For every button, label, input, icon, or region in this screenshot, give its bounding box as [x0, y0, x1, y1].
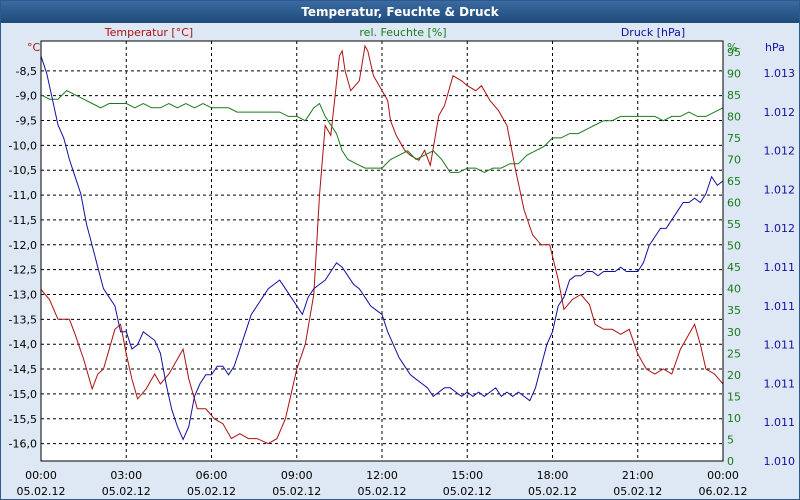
x-tick-time: 09:00	[281, 469, 313, 482]
x-tick-time: 03:00	[110, 469, 142, 482]
chart-svg: 00:00 05.02.12 03:00 05.02.12 06:00 05.02.12 0…	[9, 26, 795, 498]
x-tick-date: 05.02.12	[102, 485, 151, 498]
hum-tick-label: 25	[727, 347, 741, 360]
press-tick-label: 1.013	[764, 67, 796, 80]
temp-tick-label: -8,5	[16, 65, 37, 78]
plot-border	[40, 40, 724, 462]
x-tick-time: 06:00	[196, 469, 228, 482]
press-tick-label: 1.011	[764, 300, 796, 313]
axis-labels: 00:00 05.02.12 03:00 05.02.12 06:00 05.02.12 0…	[9, 26, 795, 498]
window-title: Temperatur, Feuchte & Druck	[1, 1, 799, 23]
hum-tick-label: 65	[727, 175, 741, 188]
press-tick-label: 1.012	[764, 222, 796, 235]
hum-tick-label: 10	[727, 412, 741, 425]
legend-press: Druck [hPa]	[621, 26, 685, 39]
x-tick-date: 05.02.12	[613, 485, 662, 498]
grid	[41, 41, 723, 461]
x-tick-time: 21:00	[622, 469, 654, 482]
x-tick-time: 00:00	[707, 469, 739, 482]
hum-tick-label: 15	[727, 390, 741, 403]
x-tick-date: 05.02.12	[443, 485, 492, 498]
temp-tick-label: -9,5	[16, 115, 37, 128]
x-tick-date: 05.02.12	[528, 485, 577, 498]
hum-tick-label: 75	[727, 132, 741, 145]
press-tick-label: 1.011	[764, 416, 796, 429]
temp-tick-label: -15,0	[9, 388, 37, 401]
press-tick-label: 1.012	[764, 145, 796, 158]
temp-tick-label: -12,0	[9, 239, 37, 252]
hum-unit-label: %	[727, 41, 737, 54]
temp-tick-label: -9,0	[16, 90, 37, 103]
temp-tick-label: -15,5	[9, 413, 37, 426]
legend-temp: Temperatur [°C]	[104, 26, 193, 39]
x-tick-date: 05.02.12	[272, 485, 321, 498]
hum-tick-label: 85	[727, 89, 741, 102]
temp-tick-label: -11,5	[9, 214, 37, 227]
hum-tick-label: 45	[727, 261, 741, 274]
hum-tick-label: 90	[727, 67, 741, 80]
hum-tick-label: 35	[727, 304, 741, 317]
x-tick-date: 05.02.12	[17, 485, 66, 498]
temp-tick-label: -13,0	[9, 288, 37, 301]
hum-tick-label: 30	[727, 326, 741, 339]
press-tick-label: 1.011	[764, 377, 796, 390]
x-tick-time: 12:00	[366, 469, 398, 482]
temp-tick-label: -10,5	[9, 164, 37, 177]
hum-tick-label: 55	[727, 218, 741, 231]
hum-tick-label: 60	[727, 197, 741, 210]
hum-tick-label: 20	[727, 369, 741, 382]
series-line-temp	[40, 44, 724, 445]
hum-tick-label: 50	[727, 240, 741, 253]
hum-tick-label: 70	[727, 153, 741, 166]
press-tick-label: 1.010	[764, 455, 796, 468]
temp-tick-label: -14,5	[9, 363, 37, 376]
hum-tick-label: 0	[727, 455, 734, 468]
legend-hum: rel. Feuchte [%]	[359, 26, 446, 39]
x-tick-time: 00:00	[25, 469, 57, 482]
series-line-hum	[40, 89, 724, 173]
x-tick-time: 18:00	[537, 469, 569, 482]
series-group	[40, 44, 724, 445]
press-tick-label: 1.012	[764, 183, 796, 196]
series-line-press	[40, 55, 724, 441]
x-tick-date: 05.02.12	[187, 485, 236, 498]
hum-tick-label: 80	[727, 110, 741, 123]
press-tick-label: 1.011	[764, 261, 796, 274]
x-tick-date: 06.02.12	[699, 485, 748, 498]
hum-tick-label: 40	[727, 283, 741, 296]
temp-tick-label: -13,5	[9, 313, 37, 326]
press-tick-label: 1.012	[764, 106, 796, 119]
press-unit-label: hPa	[765, 41, 785, 54]
temp-tick-label: -16,0	[9, 438, 37, 451]
temp-tick-label: -12,5	[9, 264, 37, 277]
temp-tick-label: -10,0	[9, 139, 37, 152]
temp-tick-label: -14,0	[9, 338, 37, 351]
x-tick-time: 15:00	[451, 469, 483, 482]
temp-unit-label: °C	[27, 41, 41, 54]
hum-tick-label: 5	[727, 433, 734, 446]
press-tick-label: 1.011	[764, 339, 796, 352]
hum-tick-label: 95	[727, 46, 741, 59]
x-tick-date: 05.02.12	[358, 485, 407, 498]
temp-tick-label: -11,0	[9, 189, 37, 202]
